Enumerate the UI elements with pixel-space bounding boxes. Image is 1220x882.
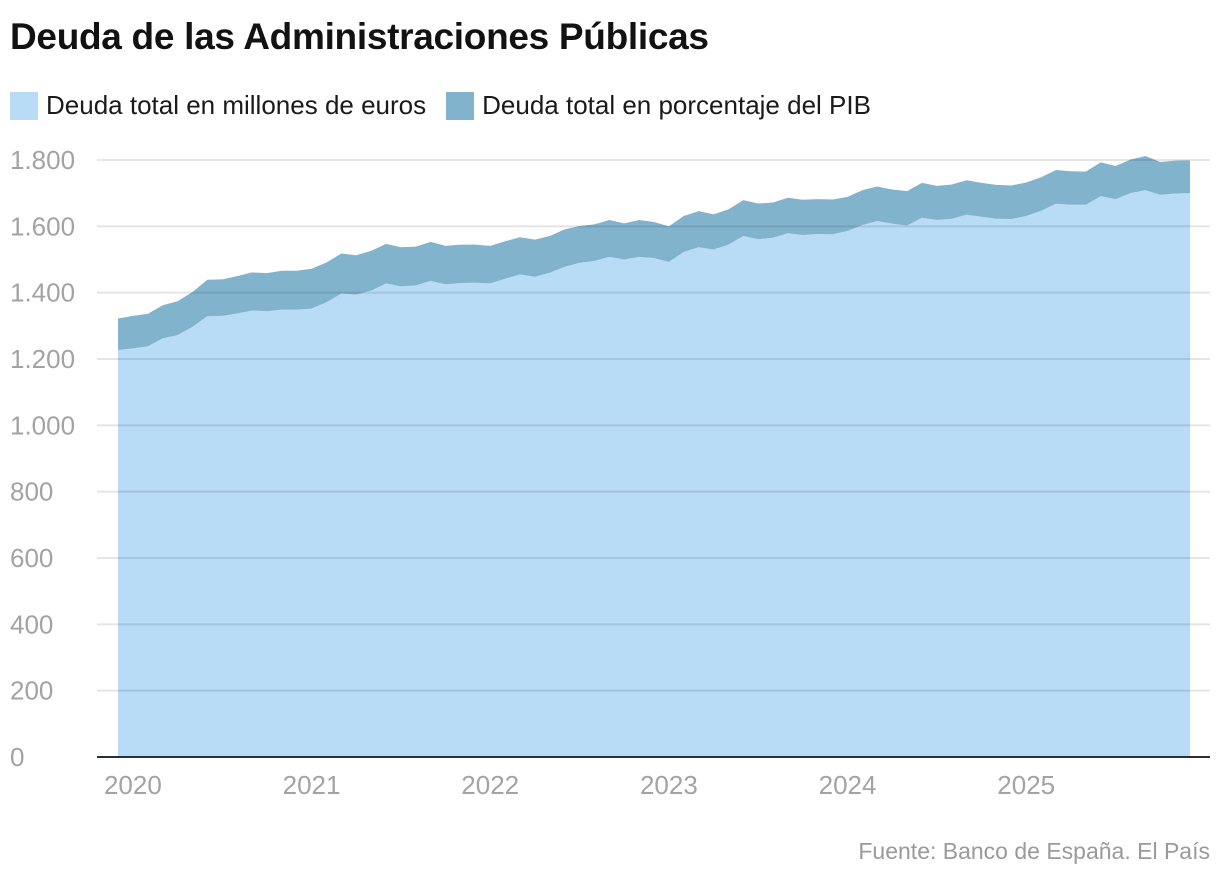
x-tick-label: 2021 — [283, 770, 341, 800]
y-tick-label: 400 — [10, 609, 53, 639]
area-millones — [118, 190, 1190, 758]
legend-label-porcentaje: Deuda total en porcentaje del PIB — [482, 90, 871, 120]
legend: Deuda total en millones de euros Deuda t… — [10, 90, 891, 121]
area-porcentaje — [118, 156, 1190, 351]
chart-title: Deuda de las Administraciones Públicas — [10, 16, 709, 57]
legend-item-millones: Deuda total en millones de euros — [10, 90, 426, 121]
legend-swatch-millones — [10, 91, 38, 120]
y-tick-label: 1.000 — [10, 410, 75, 440]
legend-label-millones: Deuda total en millones de euros — [46, 90, 427, 120]
source-note: Fuente: Banco de España. El País — [858, 838, 1210, 864]
x-tick-label: 2023 — [640, 770, 698, 800]
y-tick-label: 1.400 — [10, 278, 75, 308]
y-tick-label: 1.800 — [10, 145, 75, 175]
y-tick-label: 200 — [10, 676, 53, 706]
x-tick-label: 2024 — [819, 770, 877, 800]
x-tick-label: 2025 — [997, 770, 1055, 800]
y-tick-label: 1.600 — [10, 211, 75, 241]
x-tick-label: 2020 — [104, 770, 162, 800]
y-tick-label: 600 — [10, 543, 53, 573]
legend-item-porcentaje: Deuda total en porcentaje del PIB — [446, 90, 871, 121]
y-tick-label: 1.200 — [10, 344, 75, 374]
y-tick-label: 0 — [10, 742, 24, 772]
y-tick-label: 800 — [10, 477, 53, 507]
x-tick-label: 2022 — [461, 770, 519, 800]
legend-swatch-porcentaje — [446, 91, 475, 120]
